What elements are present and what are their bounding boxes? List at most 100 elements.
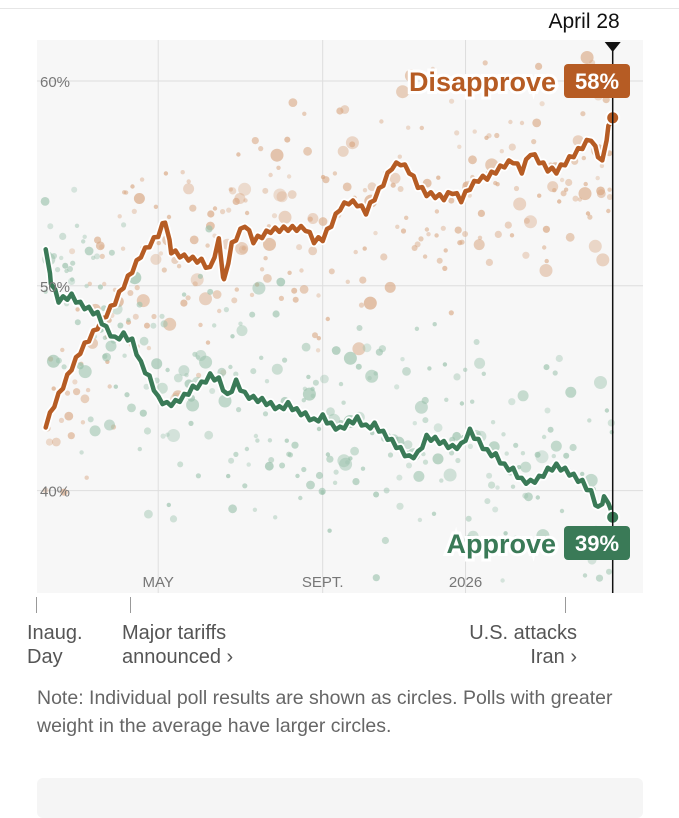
poll-dot-disapprove	[542, 245, 547, 250]
inaug-tick	[36, 597, 37, 613]
poll-dot-approve	[139, 409, 147, 417]
poll-dot-approve	[503, 531, 508, 536]
poll-dot-approve	[298, 495, 303, 501]
iran-tick	[565, 597, 566, 613]
poll-dot-approve	[580, 471, 585, 477]
poll-dot-disapprove	[196, 372, 202, 378]
poll-dot-disapprove	[599, 163, 605, 169]
poll-dot-disapprove	[580, 51, 594, 64]
poll-dot-approve	[492, 506, 499, 513]
poll-dot-approve	[459, 401, 465, 406]
poll-dot-approve	[59, 232, 67, 240]
poll-dot-disapprove	[205, 340, 211, 345]
annotation-iran-link[interactable]: U.S. attacks Iran ›	[469, 621, 577, 669]
x-tick-label: MAY	[142, 574, 173, 591]
poll-dot-approve	[151, 358, 163, 370]
annotation-tariffs-line1: Major tariffs	[122, 622, 227, 644]
poll-dot-disapprove	[565, 232, 575, 242]
poll-dot-approve	[137, 446, 142, 452]
poll-dot-approve	[89, 425, 101, 437]
poll-dot-approve	[159, 313, 165, 319]
poll-dot-approve	[433, 423, 443, 433]
poll-dot-approve	[259, 355, 264, 360]
poll-dot-approve	[195, 473, 201, 479]
poll-dot-approve	[504, 451, 509, 456]
poll-dot-disapprove	[557, 199, 562, 204]
poll-dot-disapprove	[325, 316, 330, 322]
poll-dot-disapprove	[80, 420, 86, 425]
poll-dot-disapprove	[422, 254, 428, 259]
poll-dot-approve	[97, 284, 103, 290]
poll-dot-disapprove	[139, 177, 145, 182]
poll-dot-approve	[122, 353, 127, 358]
poll-dot-approve	[173, 373, 183, 383]
poll-dot-approve	[455, 457, 461, 464]
poll-dot-approve	[226, 473, 231, 479]
poll-dot-disapprove	[340, 105, 350, 114]
poll-dot-approve	[78, 365, 92, 379]
poll-dot-disapprove	[287, 190, 297, 199]
poll-dot-approve	[46, 354, 60, 368]
poll-dot-approve	[520, 461, 532, 473]
poll-dot-approve	[452, 431, 462, 441]
annotation-tariffs-link[interactable]: Major tariffs announced ›	[122, 621, 233, 669]
poll-dot-approve	[443, 468, 457, 482]
poll-dot-disapprove	[542, 225, 551, 233]
poll-dot-approve	[486, 472, 493, 479]
poll-dot-disapprove	[560, 190, 567, 197]
poll-dot-disapprove	[462, 231, 469, 237]
poll-dot-disapprove	[278, 210, 292, 224]
annotation-inaug-day: Inaug. Day	[27, 621, 83, 669]
disapprove-series-label: Disapprove	[409, 67, 556, 97]
approve-value-label: 39%	[575, 531, 619, 556]
poll-dot-approve	[402, 367, 411, 376]
poll-dot-disapprove	[452, 78, 459, 85]
poll-dot-approve	[551, 453, 556, 459]
poll-dot-disapprove	[414, 241, 421, 248]
poll-dot-disapprove	[292, 296, 299, 303]
poll-dot-approve	[70, 277, 75, 282]
poll-dot-disapprove	[153, 204, 159, 209]
poll-dot-approve	[61, 364, 67, 370]
poll-dot-disapprove	[189, 204, 197, 212]
poll-dot-disapprove	[299, 285, 309, 294]
y-tick-label: 40%	[40, 484, 70, 501]
poll-dot-approve	[536, 529, 550, 543]
poll-dot-disapprove	[485, 258, 493, 266]
poll-dot-disapprove	[163, 171, 169, 176]
poll-dot-disapprove	[559, 177, 565, 183]
poll-dot-approve	[467, 530, 479, 542]
poll-dot-approve	[516, 465, 522, 470]
average-lines	[41, 110, 621, 525]
poll-dot-disapprove	[107, 384, 112, 389]
poll-dot-disapprove	[352, 342, 366, 356]
poll-dot-disapprove	[539, 264, 553, 277]
poll-dot-approve	[559, 508, 565, 514]
poll-dot-disapprove	[238, 245, 248, 254]
poll-dot-disapprove	[312, 332, 318, 339]
poll-dot-approve	[252, 281, 266, 295]
poll-dot-disapprove	[80, 394, 90, 404]
gridlines	[37, 40, 643, 593]
poll-dot-approve	[228, 504, 238, 514]
poll-dot-approve	[71, 186, 78, 193]
poll-dot-disapprove	[60, 347, 65, 353]
poll-dot-disapprove	[477, 209, 485, 217]
poll-dot-disapprove	[508, 143, 516, 151]
poll-dot-approve	[338, 381, 344, 387]
poll-dot-disapprove	[284, 136, 291, 143]
poll-dot-approve	[607, 419, 615, 427]
poll-dot-approve	[301, 342, 311, 352]
poll-dot-approve	[204, 430, 214, 440]
poll-dot-approve	[167, 429, 180, 442]
poll-dot-approve	[249, 311, 256, 318]
poll-dot-disapprove	[217, 308, 222, 314]
poll-dot-disapprove	[523, 217, 530, 224]
poll-dot-disapprove	[596, 189, 606, 199]
poll-dot-disapprove	[454, 130, 460, 136]
poll-dot-disapprove	[134, 285, 140, 291]
poll-dot-approve	[470, 399, 475, 404]
poll-dot-approve	[387, 452, 394, 458]
poll-dot-approve	[199, 355, 213, 369]
poll-dot-approve	[565, 386, 577, 398]
